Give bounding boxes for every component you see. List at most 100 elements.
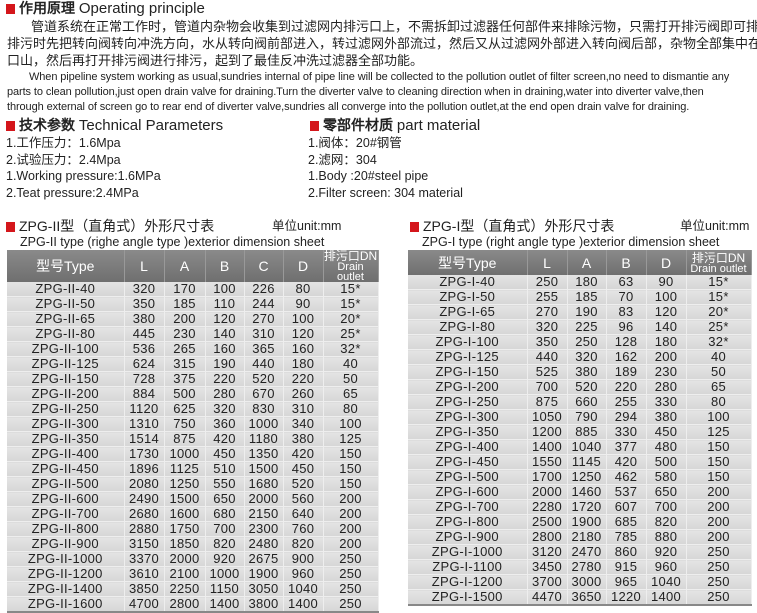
- table-cell: 20*: [686, 304, 752, 320]
- table-cell: 920: [205, 551, 245, 567]
- table-cell: 624: [124, 356, 165, 372]
- table-cell: 900: [283, 551, 324, 567]
- table-cell: 330: [606, 424, 647, 440]
- table-cell: 250: [686, 559, 752, 575]
- column-header: B: [205, 250, 245, 282]
- table-cell: ZPG-I-65: [408, 304, 528, 320]
- table-ii-subtitle: ZPG-II type (righe angle type )exterior …: [20, 235, 325, 249]
- table-cell: 700: [205, 521, 245, 537]
- table-cell: 3150: [124, 536, 165, 552]
- table-cell: 255: [527, 289, 568, 305]
- heading-cn: 技术参数: [19, 117, 75, 133]
- table-cell: 1350: [244, 446, 284, 462]
- table-cell: 3700: [527, 574, 568, 590]
- table-cell: 120: [205, 311, 245, 327]
- table-cell: 1310: [124, 416, 165, 432]
- table-cell: 2150: [244, 506, 284, 522]
- table-cell: 25*: [686, 319, 752, 335]
- table-cell: 250: [527, 275, 568, 290]
- table-row: ZPG-I-80 320 225 96 140 25*: [408, 319, 752, 335]
- table-cell: ZPG-I-50: [408, 289, 528, 305]
- table-cell: ZPG-II-65: [7, 311, 125, 327]
- table-cell: 320: [124, 282, 165, 297]
- table-cell: ZPG-II-350: [7, 431, 125, 447]
- table-cell: 1400: [205, 596, 245, 613]
- param-item: 1.Working pressure:1.6MPa: [6, 169, 161, 183]
- table-cell: 50: [323, 371, 379, 387]
- param-item: 2.Teat pressure:2.4MPa: [6, 185, 139, 200]
- table-i-title: ZPG-I型（直角式）外形尺寸表: [410, 218, 614, 234]
- table-cell: 700: [646, 499, 687, 515]
- table-cell: 462: [606, 469, 647, 485]
- table-cell: 90: [646, 275, 687, 290]
- table-cell: ZPG-II-400: [7, 446, 125, 462]
- table-zpg-ii: 型号Type L A B C D 排污口DN Drain outlet ZPG-II-40 320…: [7, 250, 379, 613]
- heading-en: Technical Parameters: [78, 117, 224, 134]
- table-row: ZPG-II-450 1896 1125 510 1500 450 150: [7, 461, 379, 477]
- material-list: 1.阀体：20#钢管 2.滤网：304 1.Body :20#steel pip…: [308, 135, 463, 201]
- table-cell: 15*: [323, 296, 379, 312]
- table-cell: ZPG-I-150: [408, 364, 528, 380]
- table-cell: 1250: [164, 476, 206, 492]
- table-cell: 1514: [124, 431, 165, 447]
- table-cell: 32*: [323, 341, 379, 357]
- table-cell: 1000: [164, 446, 206, 462]
- table-row: ZPG-I-1000 3120 2470 860 920 250: [408, 544, 752, 560]
- red-square-icon: [310, 121, 319, 131]
- table-cell: ZPG-I-1500: [408, 589, 528, 606]
- table-row: ZPG-II-500 2080 1250 550 1680 520 150: [7, 476, 379, 492]
- table-cell: 1896: [124, 461, 165, 477]
- column-header: 排污口DN Drain outlet: [323, 250, 379, 283]
- table-cell: 3000: [567, 574, 607, 590]
- table-cell: 965: [606, 574, 647, 590]
- table-row: ZPG-I-100 350 250 128 180 32*: [408, 334, 752, 350]
- table-cell: 200: [686, 529, 752, 545]
- column-header: L: [124, 250, 165, 282]
- table-cell: 100: [686, 409, 752, 425]
- table-cell: ZPG-II-80: [7, 326, 125, 342]
- table-row: ZPG-II-150 728 375 220 520 220 50: [7, 371, 379, 387]
- table-row: ZPG-I-350 1200 885 330 450 125: [408, 424, 752, 440]
- table-cell: 1180: [244, 431, 284, 447]
- table-cell: 2880: [124, 521, 165, 537]
- table-cell: 3120: [527, 544, 568, 560]
- table-cell: 230: [646, 364, 687, 380]
- table-cell: 310: [244, 326, 284, 342]
- table-row: ZPG-I-65 270 190 83 120 20*: [408, 304, 752, 320]
- material-item: 1.阀体：20#钢管: [308, 136, 402, 150]
- table-cell: 1150: [205, 581, 245, 597]
- red-square-icon: [6, 4, 15, 14]
- table-cell: 125: [686, 424, 752, 440]
- table-cell: 830: [244, 401, 284, 417]
- table-cell: 65: [323, 386, 379, 402]
- table-row: ZPG-I-200 700 520 220 280 65: [408, 379, 752, 395]
- table-cell: 100: [205, 282, 245, 297]
- table-cell: 3800: [244, 596, 284, 613]
- table-row: ZPG-II-1000 3370 2000 920 2675 900 250: [7, 551, 379, 567]
- table-i-unit: 单位unit:mm: [680, 219, 750, 233]
- table-cell: 380: [567, 364, 607, 380]
- table-cell: 1550: [527, 454, 568, 470]
- table-cell: 420: [205, 431, 245, 447]
- table-cell: 1220: [606, 589, 647, 606]
- table-cell: 1125: [164, 461, 206, 477]
- table-row: ZPG-I-300 1050 790 294 380 100: [408, 409, 752, 425]
- table-cell: ZPG-I-350: [408, 424, 528, 440]
- table-cell: 250: [686, 544, 752, 560]
- table-cell: ZPG-I-300: [408, 409, 528, 425]
- table-cell: 1600: [164, 506, 206, 522]
- table-row: ZPG-II-700 2680 1600 680 2150 640 200: [7, 506, 379, 522]
- table-cell: 885: [567, 424, 607, 440]
- table-cell: 450: [283, 461, 324, 477]
- table-cell: 200: [323, 506, 379, 522]
- table-cell: 170: [164, 282, 206, 297]
- table-cell: ZPG-I-500: [408, 469, 528, 485]
- table-cell: 520: [283, 476, 324, 492]
- table-cell: 250: [567, 334, 607, 350]
- table-cell: 860: [606, 544, 647, 560]
- table-cell: 685: [606, 514, 647, 530]
- table-cell: 250: [686, 589, 752, 606]
- red-square-icon: [410, 222, 419, 232]
- table-cell: 310: [283, 401, 324, 417]
- column-header: 型号Type: [7, 250, 125, 282]
